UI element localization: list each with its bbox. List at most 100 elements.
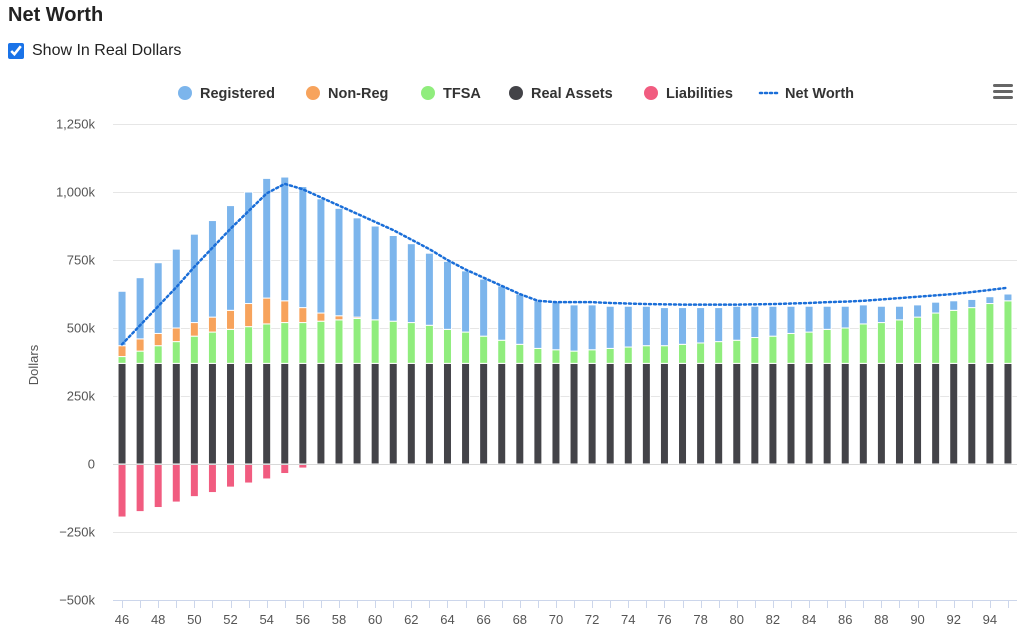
bar-liabilities[interactable] — [280, 463, 290, 475]
bar-tfsa[interactable] — [117, 356, 127, 364]
bar-non-reg[interactable] — [316, 312, 326, 322]
bar-real-assets[interactable] — [280, 362, 290, 465]
bar-registered[interactable] — [370, 225, 380, 321]
bar-tfsa[interactable] — [461, 331, 471, 364]
bar-real-assets[interactable] — [424, 362, 434, 465]
bar-registered[interactable] — [479, 278, 489, 337]
bar-tfsa[interactable] — [316, 320, 326, 364]
legend-item-tfsa[interactable]: TFSA — [421, 86, 481, 102]
bar-real-assets[interactable] — [678, 362, 688, 465]
bar-tfsa[interactable] — [334, 319, 344, 364]
bar-liabilities[interactable] — [244, 463, 254, 484]
bar-tfsa[interactable] — [967, 307, 977, 364]
bar-registered[interactable] — [641, 305, 651, 347]
bar-tfsa[interactable] — [226, 328, 236, 364]
bar-registered[interactable] — [406, 243, 416, 324]
hamburger-menu-icon[interactable] — [993, 84, 1013, 99]
bar-real-assets[interactable] — [226, 362, 236, 465]
bar-real-assets[interactable] — [858, 362, 868, 465]
bar-tfsa[interactable] — [913, 316, 923, 364]
bar-registered[interactable] — [949, 300, 959, 311]
bar-registered[interactable] — [189, 233, 199, 324]
bar-registered[interactable] — [985, 296, 995, 305]
bar-tfsa[interactable] — [931, 312, 941, 364]
bar-registered[interactable] — [352, 217, 362, 318]
bar-tfsa[interactable] — [641, 345, 651, 364]
bar-real-assets[interactable] — [876, 362, 886, 465]
bar-real-assets[interactable] — [117, 362, 127, 465]
bar-non-reg[interactable] — [189, 322, 199, 337]
bar-tfsa[interactable] — [678, 343, 688, 364]
bar-real-assets[interactable] — [171, 362, 181, 465]
bar-real-assets[interactable] — [804, 362, 814, 465]
bar-real-assets[interactable] — [153, 362, 163, 465]
bar-real-assets[interactable] — [913, 362, 923, 465]
bar-tfsa[interactable] — [985, 303, 995, 364]
bar-real-assets[interactable] — [949, 362, 959, 465]
bar-tfsa[interactable] — [569, 350, 579, 364]
bar-liabilities[interactable] — [207, 463, 217, 494]
bar-registered[interactable] — [497, 285, 507, 341]
bar-tfsa[interactable] — [876, 322, 886, 364]
bar-tfsa[interactable] — [207, 331, 217, 364]
bar-tfsa[interactable] — [370, 319, 380, 364]
bar-registered[interactable] — [623, 305, 633, 348]
bar-tfsa[interactable] — [171, 341, 181, 364]
bar-tfsa[interactable] — [750, 337, 760, 364]
bar-registered[interactable] — [569, 304, 579, 352]
bar-tfsa[interactable] — [406, 322, 416, 364]
bar-tfsa[interactable] — [189, 335, 199, 364]
bar-real-assets[interactable] — [244, 362, 254, 465]
bar-non-reg[interactable] — [298, 307, 308, 324]
bar-non-reg[interactable] — [135, 338, 145, 352]
bar-real-assets[interactable] — [967, 362, 977, 465]
bar-tfsa[interactable] — [949, 309, 959, 364]
bar-registered[interactable] — [442, 260, 452, 330]
legend-item-registered[interactable]: Registered — [178, 86, 275, 102]
bar-real-assets[interactable] — [1003, 362, 1013, 465]
bar-registered[interactable] — [894, 305, 904, 321]
bar-registered[interactable] — [135, 277, 145, 340]
bar-liabilities[interactable] — [226, 463, 236, 488]
bar-tfsa[interactable] — [497, 339, 507, 364]
bar-real-assets[interactable] — [442, 362, 452, 465]
bar-registered[interactable] — [967, 298, 977, 309]
bar-real-assets[interactable] — [533, 362, 543, 465]
bar-real-assets[interactable] — [623, 362, 633, 465]
bar-tfsa[interactable] — [858, 323, 868, 364]
bar-tfsa[interactable] — [352, 317, 362, 364]
bar-tfsa[interactable] — [786, 332, 796, 364]
bar-registered[interactable] — [244, 191, 254, 305]
bar-registered[interactable] — [280, 176, 290, 302]
legend-item-non-reg[interactable]: Non-Reg — [306, 86, 388, 102]
bar-non-reg[interactable] — [117, 345, 127, 358]
bar-registered[interactable] — [153, 262, 163, 334]
bar-liabilities[interactable] — [171, 463, 181, 503]
bar-real-assets[interactable] — [406, 362, 416, 465]
bar-registered[interactable] — [876, 305, 886, 324]
legend-item-net-worth[interactable]: Net Worth — [758, 86, 854, 102]
bar-tfsa[interactable] — [605, 347, 615, 364]
bar-tfsa[interactable] — [840, 327, 850, 364]
bar-registered[interactable] — [587, 304, 597, 351]
bar-real-assets[interactable] — [569, 362, 579, 465]
legend-item-real-assets[interactable]: Real Assets — [509, 86, 613, 102]
bar-real-assets[interactable] — [696, 362, 706, 465]
bar-real-assets[interactable] — [659, 362, 669, 465]
bar-tfsa[interactable] — [533, 347, 543, 364]
bar-tfsa[interactable] — [696, 342, 706, 364]
bar-tfsa[interactable] — [822, 328, 832, 364]
bar-registered[interactable] — [913, 304, 923, 318]
bar-real-assets[interactable] — [750, 362, 760, 465]
bar-real-assets[interactable] — [388, 362, 398, 465]
bar-tfsa[interactable] — [424, 324, 434, 364]
show-real-dollars-checkbox[interactable] — [8, 43, 24, 59]
bar-registered[interactable] — [605, 305, 615, 349]
bar-registered[interactable] — [533, 300, 543, 349]
bar-real-assets[interactable] — [931, 362, 941, 465]
bar-registered[interactable] — [226, 205, 236, 311]
bar-tfsa[interactable] — [551, 349, 561, 364]
bar-tfsa[interactable] — [298, 322, 308, 364]
bar-tfsa[interactable] — [714, 341, 724, 364]
bar-tfsa[interactable] — [804, 331, 814, 364]
